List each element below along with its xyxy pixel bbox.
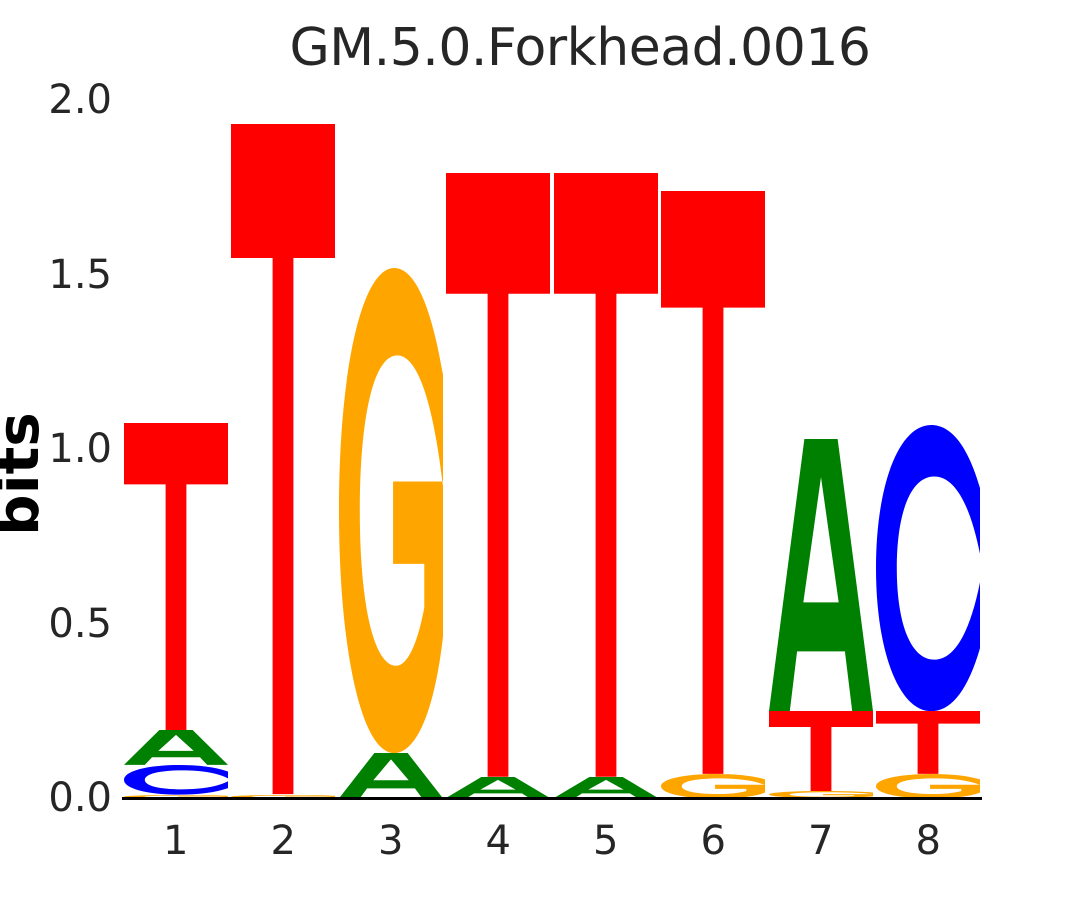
- logo-letter-a: [446, 777, 551, 798]
- y-tick-label: 0.5: [48, 600, 112, 647]
- logo-stack: [661, 190, 766, 798]
- logo-stack: [231, 124, 336, 798]
- logo-letter-t: [446, 173, 551, 778]
- logo-stack: [338, 267, 443, 798]
- logo-letter-a: [123, 729, 228, 765]
- logo-letter-g: [768, 791, 873, 798]
- logo-letter-a: [338, 752, 443, 798]
- axis-baseline: [122, 797, 982, 800]
- logo-letter-t: [123, 422, 228, 730]
- x-tick-label: 7: [808, 818, 834, 864]
- logo-letter-a: [553, 777, 658, 798]
- y-axis-ticks: 0.0 0.5 1.0 1.5 2.0: [0, 0, 112, 900]
- y-tick-label: 1.0: [48, 426, 112, 472]
- x-tick-label: 5: [593, 818, 619, 864]
- logo-letter-t: [553, 173, 658, 778]
- x-tick-label: 3: [378, 818, 404, 864]
- logo-letter-g: [876, 773, 981, 798]
- x-tick-label: 1: [163, 818, 189, 864]
- y-tick-label: 0.0: [48, 775, 112, 821]
- logo-letter-g: [338, 267, 443, 753]
- logo-stack: [876, 424, 981, 798]
- x-tick-label: 6: [700, 818, 726, 864]
- page-title: GM.5.0.Forkhead.0016: [289, 18, 871, 78]
- logo-letter-t: [231, 124, 336, 795]
- logo-stack: [768, 438, 873, 798]
- logo-letter-t: [876, 710, 981, 774]
- x-tick-label: 2: [270, 818, 296, 864]
- logo-stack: [446, 173, 551, 798]
- x-tick-label: 8: [915, 818, 941, 864]
- y-tick-label: 1.5: [48, 251, 112, 298]
- logo-letter-a: [768, 438, 873, 711]
- logo-stack: [553, 173, 658, 798]
- logo-letter-t: [768, 710, 873, 792]
- logo-plot-area: [122, 100, 982, 798]
- logo-letter-c: [123, 764, 228, 795]
- logo-stack: [123, 422, 228, 798]
- logo-letter-g: [661, 773, 766, 798]
- y-tick-label: 2.0: [48, 77, 112, 123]
- logo-letter-c: [876, 424, 981, 711]
- logo-letter-t: [661, 190, 766, 774]
- x-tick-label: 4: [485, 818, 511, 864]
